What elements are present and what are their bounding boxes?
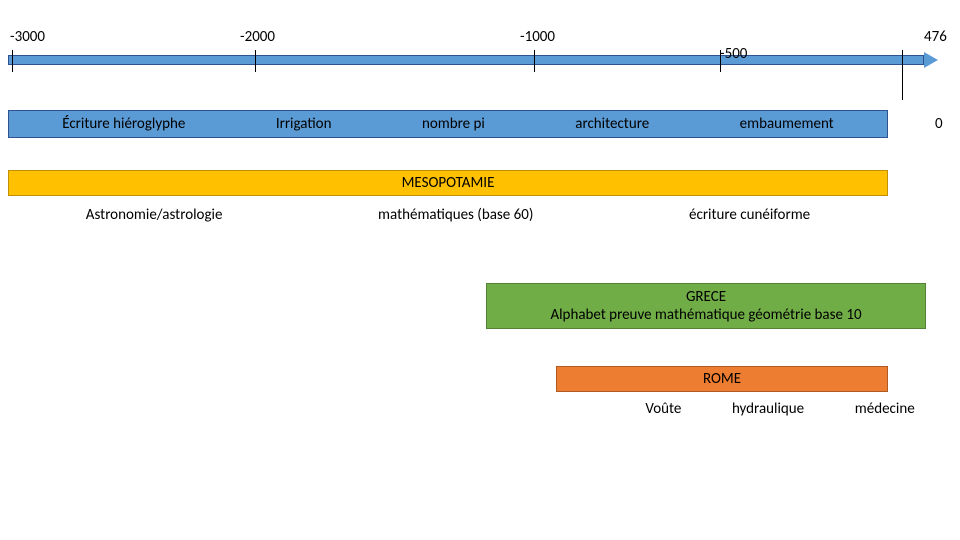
tick-label: -500 [720,45,747,63]
egypt-row: Écriture hiéroglyphe Irrigation nombre pi a… [8,110,888,138]
egypt-item: Irrigation [276,115,332,133]
grece-line: Alphabet preuve mathématique géométrie b… [495,306,917,324]
tick-label: 0 [935,115,943,133]
tick-label: -2000 [240,28,275,46]
tick-mark [720,50,721,72]
mesopotamia-item: écriture cunéiforme [689,206,810,224]
rome-items: Voûte hydraulique médecine [620,400,940,424]
tick-label: 476 [924,28,947,46]
tick-mark [255,50,256,72]
egypt-item: embaumement [740,115,834,133]
timeline-arrow [924,52,938,68]
tick-label: -1000 [520,28,555,46]
rome-item: hydraulique [732,400,804,424]
tick-mark [12,50,13,72]
grece-line: GRECE [495,288,917,306]
rome-title: ROME [556,366,888,392]
mesopotamia-title: MESOPOTAMIE [8,170,888,196]
egypt-item: Écriture hiéroglyphe [62,115,185,133]
egypt-item: nombre pi [422,115,485,133]
tick-mark [534,50,535,72]
rome-item: médecine [855,400,915,424]
tick-label: -3000 [10,28,45,46]
mesopotamia-item: Astronomie/astrologie [86,206,223,224]
grece-box: GRECEAlphabet preuve mathématique géomét… [486,283,926,329]
rome-item: Voûte [645,400,681,424]
mesopotamia-items: Astronomie/astrologie mathématiques (base… [8,202,888,228]
timeline-bar [8,55,924,65]
mesopotamia-item: mathématiques (base 60) [378,206,533,224]
egypt-item: architecture [575,115,649,133]
tick-mark [902,50,903,100]
